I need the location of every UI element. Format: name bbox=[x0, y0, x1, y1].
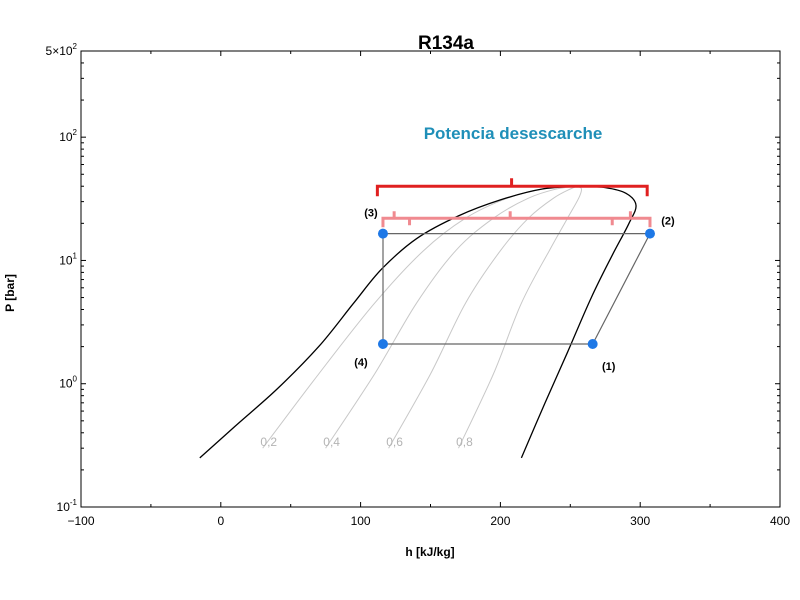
quality-line bbox=[458, 185, 583, 449]
cycle-point bbox=[644, 228, 655, 239]
big-bracket bbox=[375, 178, 649, 197]
quality-label: 0,8 bbox=[456, 435, 473, 449]
quality-line bbox=[388, 185, 578, 449]
y-tick-exponent: -1 bbox=[70, 498, 78, 507]
y-tick-base: 10 bbox=[59, 253, 73, 267]
quality-line bbox=[325, 185, 578, 449]
x-tick-label: 300 bbox=[630, 514, 650, 528]
x-tick-label: 200 bbox=[490, 514, 510, 528]
cycle-point-label: (3) bbox=[364, 208, 378, 220]
plot-frame bbox=[80, 50, 781, 508]
saturated-vapor-line bbox=[520, 185, 637, 459]
y-tick-base: 5×10 bbox=[46, 44, 73, 58]
cycle-point-label: (4) bbox=[354, 357, 368, 369]
quality-line bbox=[262, 185, 578, 449]
y-tick-label: 102 bbox=[59, 128, 77, 144]
cycle-point-label: (2) bbox=[661, 216, 675, 228]
x-tick-label: −100 bbox=[67, 514, 94, 528]
annotation-text: Potencia desescarche bbox=[424, 124, 603, 143]
y-tick-base: 10 bbox=[59, 130, 73, 144]
quality-label: 0,4 bbox=[323, 435, 340, 449]
y-axis-label: P [bar] bbox=[3, 274, 17, 312]
x-tick-label: 0 bbox=[217, 514, 224, 528]
small-brackets bbox=[381, 211, 652, 228]
cycle-point-label: (1) bbox=[602, 361, 616, 373]
x-tick-label: 100 bbox=[351, 514, 371, 528]
cycle-point bbox=[377, 228, 388, 239]
y-tick-exponent: 0 bbox=[73, 375, 78, 384]
cycle-point bbox=[587, 339, 598, 350]
cycle-point bbox=[377, 339, 388, 350]
y-tick-base: 10 bbox=[59, 377, 73, 391]
saturated-liquid-line bbox=[199, 185, 578, 459]
y-tick-label: 5×102 bbox=[46, 42, 78, 58]
y-tick-exponent: 2 bbox=[73, 128, 78, 137]
y-tick-label: 101 bbox=[59, 251, 77, 267]
chart-title: R134a bbox=[418, 33, 474, 54]
cycle-path bbox=[382, 233, 651, 345]
y-tick-base: 10 bbox=[57, 500, 71, 514]
quality-label: 0,2 bbox=[260, 435, 277, 449]
y-tick-label: 10-1 bbox=[57, 498, 78, 514]
y-tick-exponent: 2 bbox=[73, 42, 78, 51]
quality-label: 0,6 bbox=[386, 435, 403, 449]
x-tick-label: 400 bbox=[770, 514, 790, 528]
x-axis-label: h [kJ/kg] bbox=[405, 545, 454, 559]
y-tick-label: 100 bbox=[59, 375, 77, 391]
y-tick-exponent: 1 bbox=[73, 251, 78, 260]
